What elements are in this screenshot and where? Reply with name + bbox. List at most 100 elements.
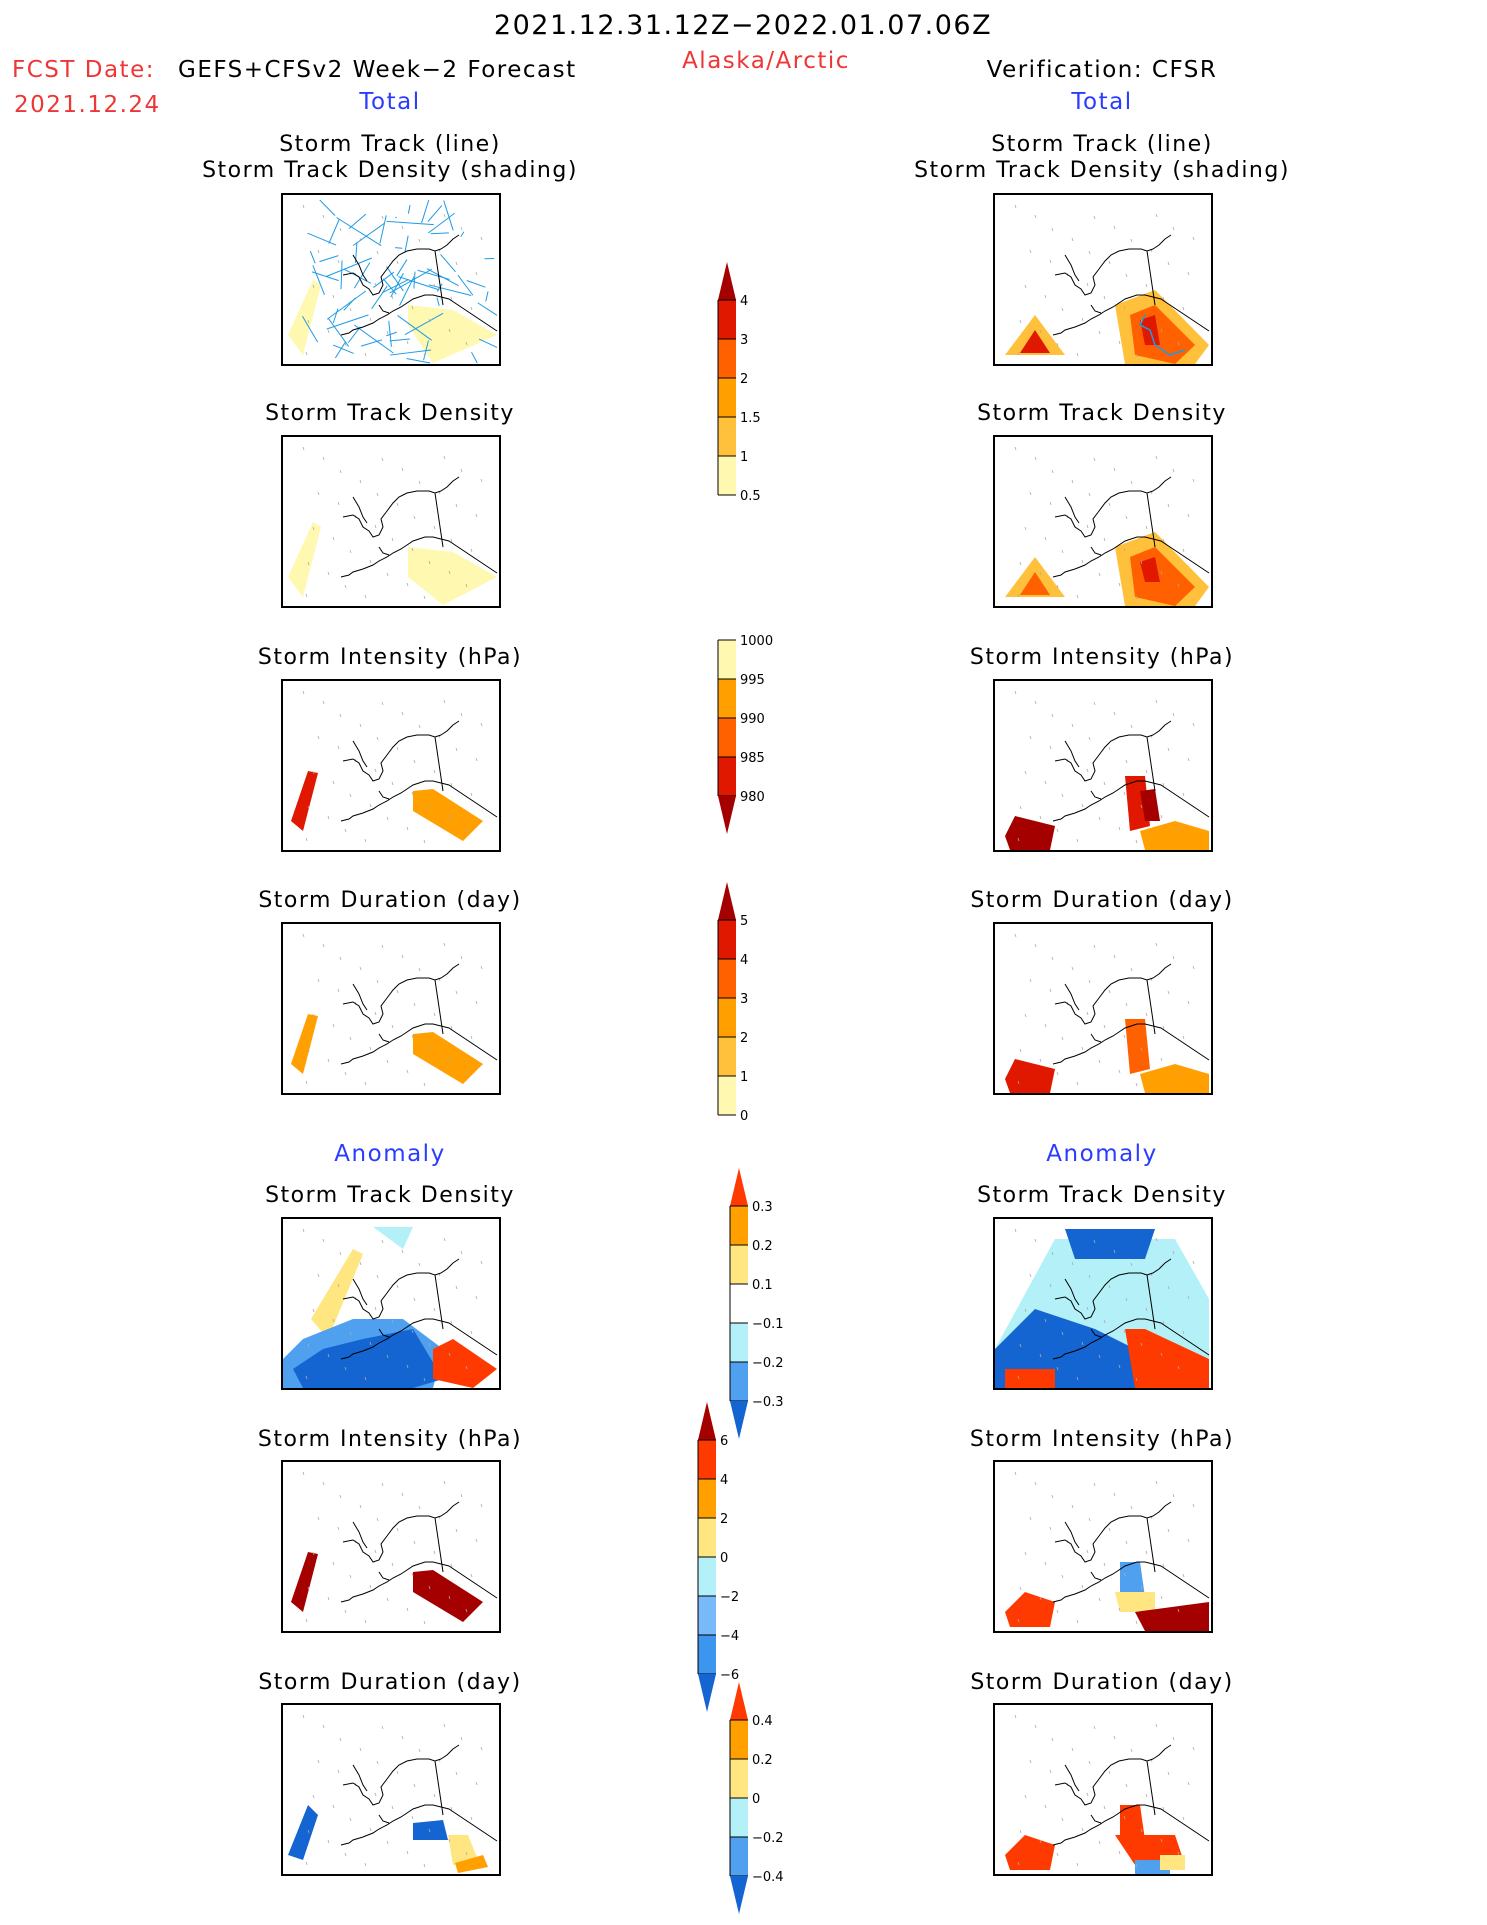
shaded-region xyxy=(1135,1602,1209,1631)
graticule-mark xyxy=(450,1320,453,1325)
graticule-mark xyxy=(1130,967,1133,972)
colorbar-label: −6 xyxy=(720,1668,739,1683)
graticule-mark xyxy=(1135,1377,1138,1382)
graticule-mark xyxy=(332,536,335,541)
graticule-mark xyxy=(1123,1034,1126,1039)
graticule-mark xyxy=(386,330,389,335)
graticule-mark xyxy=(1135,1863,1138,1868)
shaded-region xyxy=(1005,1369,1055,1388)
graticule-mark xyxy=(1086,524,1089,529)
coastline xyxy=(340,234,498,336)
graticule-mark xyxy=(1056,584,1059,589)
graticule-mark xyxy=(322,214,325,219)
coastline xyxy=(340,963,498,1065)
graticule-mark xyxy=(1130,724,1133,729)
graticule-mark xyxy=(369,1827,372,1832)
graticule-mark xyxy=(349,1574,352,1579)
graticule-mark xyxy=(1118,1607,1121,1612)
graticule-mark xyxy=(1024,1013,1027,1018)
graticule-mark xyxy=(1086,1549,1089,1554)
graticule-mark xyxy=(1192,1746,1195,1751)
graticule-mark xyxy=(1172,1736,1175,1741)
graticule-mark xyxy=(1098,1840,1101,1845)
graticule-mark xyxy=(1125,1002,1128,1007)
map-verif-intensity-anom xyxy=(993,1460,1213,1633)
graticule-mark xyxy=(1108,502,1111,507)
colorbar-label: 985 xyxy=(740,751,765,766)
graticule-mark xyxy=(1051,1737,1054,1742)
shaded-region xyxy=(1140,557,1160,582)
graticule-mark xyxy=(1155,213,1158,218)
graticule-mark xyxy=(1155,1237,1158,1242)
graticule-mark xyxy=(1108,260,1111,265)
colorbar-label: 5 xyxy=(740,914,748,929)
graticule-mark xyxy=(1017,593,1020,598)
colorbar-label: −0.1 xyxy=(752,1317,784,1332)
graticule-mark xyxy=(1049,259,1052,264)
graticule-mark xyxy=(1014,1471,1017,1476)
map-fcst-density-anom xyxy=(281,1217,501,1390)
graticule-mark xyxy=(1081,1341,1084,1346)
anomaly-label-right: Anomaly xyxy=(1046,1141,1158,1167)
graticule-mark xyxy=(1086,1011,1089,1016)
graticule-mark xyxy=(1098,1059,1101,1064)
graticule-mark xyxy=(1162,1320,1165,1325)
graticule-mark xyxy=(307,319,310,324)
graticule-mark xyxy=(305,1861,308,1866)
graticule-mark xyxy=(374,768,377,773)
colorbar-label: 0.4 xyxy=(752,1714,773,1729)
map-fcst-duration-anom xyxy=(281,1703,501,1876)
graticule-mark xyxy=(1160,570,1163,575)
graticule-mark xyxy=(455,747,458,752)
graticule-mark xyxy=(480,478,483,483)
graticule-mark xyxy=(317,249,320,254)
graticule-mark xyxy=(1160,1838,1163,1843)
map-verif-track-svg xyxy=(1005,204,1210,364)
graticule-mark xyxy=(1029,249,1032,254)
graticule-mark xyxy=(1108,1770,1111,1775)
colorbar-label: 0 xyxy=(752,1792,760,1807)
graticule-mark xyxy=(1113,954,1116,959)
graticule-mark xyxy=(396,260,399,265)
graticule-mark xyxy=(1145,1012,1148,1017)
graticule-mark xyxy=(1093,1239,1096,1244)
graticule-mark xyxy=(349,549,352,554)
graticule-mark xyxy=(317,1516,320,1521)
graticule-mark xyxy=(1140,318,1143,323)
graticule-mark xyxy=(450,538,453,543)
coastline xyxy=(1052,1744,1210,1846)
graticule-mark xyxy=(359,479,362,484)
graticule-mark xyxy=(327,1839,330,1844)
graticule-mark xyxy=(1044,780,1047,785)
graticule-mark xyxy=(337,1769,340,1774)
graticule-mark xyxy=(1044,536,1047,541)
colorbar-track-density-anomaly: 0.3 0.2 0.1 −0.1 −0.2 −0.3 xyxy=(729,1168,800,1443)
graticule-mark xyxy=(374,282,377,287)
map-verif-duration-svg xyxy=(1005,933,1210,1093)
map-fcst-duration xyxy=(281,922,501,1095)
graticule-mark xyxy=(1192,722,1195,727)
map-verif-track xyxy=(993,193,1213,366)
graticule-mark xyxy=(1192,1503,1195,1508)
graticule-mark xyxy=(1019,805,1022,810)
graticule-mark xyxy=(1187,1781,1190,1786)
graticule-mark xyxy=(1167,503,1170,508)
graticule-mark xyxy=(428,1047,431,1052)
shaded-region xyxy=(433,1339,497,1388)
graticule-mark xyxy=(1135,839,1138,844)
panel-title-right-1: Storm Track (line) Storm Track Density (… xyxy=(914,132,1290,184)
graticule-mark xyxy=(465,341,468,346)
graticule-mark xyxy=(1187,513,1190,518)
graticule-mark xyxy=(1123,305,1126,310)
colorbar-extend-top xyxy=(718,262,736,300)
graticule-mark xyxy=(428,1342,431,1347)
graticule-mark xyxy=(413,1540,416,1545)
graticule-mark xyxy=(413,1002,416,1007)
graticule-mark xyxy=(396,502,399,507)
colorbar-segment xyxy=(730,1362,748,1401)
shaded-region xyxy=(1140,821,1209,850)
graticule-mark xyxy=(455,503,458,508)
graticule-mark xyxy=(1071,1261,1074,1266)
colorbar-segment xyxy=(730,1245,748,1284)
coastline xyxy=(340,476,498,578)
